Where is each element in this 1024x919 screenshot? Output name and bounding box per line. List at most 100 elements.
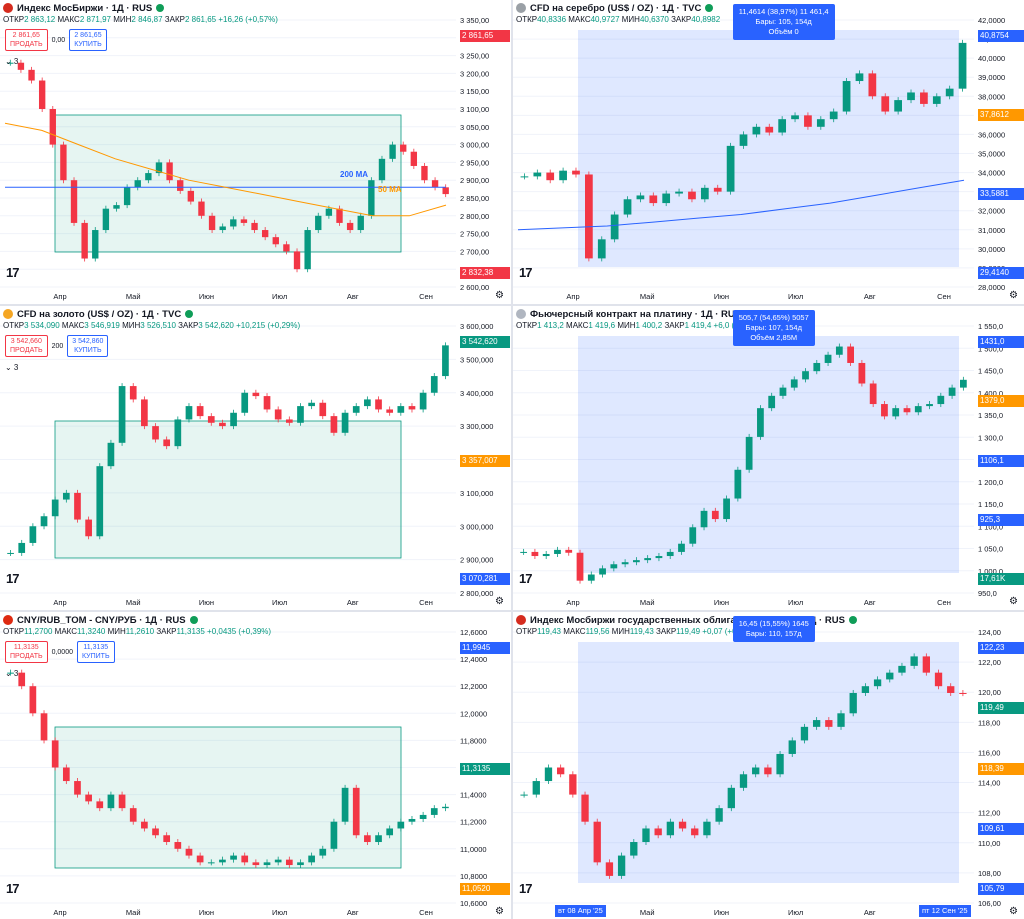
candle	[118, 794, 126, 809]
x-tick-label: Май	[126, 598, 141, 607]
settings-icon[interactable]: ⚙	[495, 596, 504, 607]
price-axis-label: 109,61	[978, 822, 1024, 835]
candle	[49, 109, 56, 145]
measure-info-line: Бары: 107, 154д	[745, 323, 802, 332]
symbol-title[interactable]: CNY/RUB_TOM - CNY/РУБ · 1Д · RUS	[17, 614, 186, 626]
candle	[408, 406, 416, 410]
y-tick-label: 1 550,0	[978, 322, 1003, 331]
chart-pane-silver[interactable]: 42,000041,000040,000039,000038,000037,00…	[513, 0, 1024, 303]
candle	[898, 665, 906, 673]
candle	[185, 406, 193, 420]
x-tick-label: Сен	[937, 292, 951, 301]
candle	[689, 527, 697, 544]
candle	[597, 239, 606, 259]
candle	[581, 794, 589, 822]
candle	[219, 859, 226, 863]
settings-icon[interactable]: ⚙	[1009, 906, 1018, 917]
sell-button[interactable]: 3 542,660 ПРОДАТЬ	[5, 335, 48, 357]
candle	[386, 828, 394, 836]
x-tick-label: Июл	[788, 292, 803, 301]
trade-panel: 3 542,660 ПРОДАТЬ 200 3 542,860 КУПИТЬ	[5, 335, 109, 357]
measure-info-line: 16,45 (15,55%) 1645	[738, 619, 809, 628]
tradingview-logo-icon[interactable]: 17	[6, 265, 20, 280]
candle	[187, 190, 195, 202]
indicators-collapse-button[interactable]: ⌄ 3	[5, 363, 19, 372]
symbol-title[interactable]: Индекс МосБиржи · 1Д · RUS	[17, 2, 153, 14]
symbol-title[interactable]: Фьючерсный контракт на платину · 1Д · RU…	[530, 308, 742, 320]
sell-button[interactable]: 11,3135 ПРОДАТЬ	[5, 641, 48, 663]
settings-icon[interactable]: ⚙	[1009, 596, 1018, 607]
chart-svg[interactable]: 1 550,0 1 500,0 1 450,0 1 400,0 1 350,0 1 300…	[513, 306, 1024, 609]
candle	[910, 656, 918, 666]
tradingview-logo-icon[interactable]: 17	[519, 881, 533, 896]
candle	[364, 399, 371, 407]
candle	[274, 859, 282, 863]
candle	[778, 119, 787, 133]
tradingview-logo-icon[interactable]: 17	[6, 571, 20, 586]
symbol-title[interactable]: Индекс Мосбиржи государственных облигаци…	[530, 614, 845, 626]
symbol-title[interactable]: CFD на золото (US$ / OZ) · 1Д · TVC	[17, 308, 182, 320]
chart-pane-platinum[interactable]: 1 550,0 1 500,0 1 450,0 1 400,0 1 350,0 1 300…	[513, 306, 1024, 609]
ma-line	[517, 179, 965, 231]
candle	[675, 191, 683, 194]
chart-svg[interactable]: 3 350,003 300,003 250,003 200,003 150,00…	[0, 0, 510, 303]
ohlc-value: 119,49	[676, 627, 703, 636]
candle	[219, 226, 226, 231]
settings-icon[interactable]: ⚙	[1009, 290, 1018, 301]
tradingview-logo-icon[interactable]: 17	[519, 571, 533, 586]
candle	[74, 781, 81, 795]
sell-button[interactable]: 2 861,65 ПРОДАТЬ	[5, 29, 48, 51]
y-tick-label: 110,00	[978, 839, 1000, 848]
candle	[569, 774, 577, 795]
candle	[713, 187, 722, 192]
indicators-collapse-button[interactable]: ⌄ 3	[5, 669, 19, 678]
y-tick-label: 2 850,00	[460, 194, 489, 203]
candle	[364, 835, 371, 843]
buy-button[interactable]: 11,3135 КУПИТЬ	[77, 641, 115, 663]
pane-divider-vertical[interactable]	[511, 0, 513, 919]
range-box[interactable]	[54, 726, 402, 869]
x-tick-label: Июн	[199, 292, 214, 301]
pane-divider-horizontal-1[interactable]	[0, 304, 1024, 306]
candle	[208, 215, 216, 231]
settings-icon[interactable]: ⚙	[495, 906, 504, 917]
candle	[263, 396, 271, 410]
candle	[959, 379, 967, 388]
price-axis-label: 1379,0	[978, 395, 1024, 408]
spread-value: 0,00	[51, 36, 66, 44]
y-tick-label: 3 150,00	[460, 87, 489, 96]
chart-svg[interactable]: 12,600012,400012,200012,000011,800011,60…	[0, 612, 510, 919]
chart-pane-imoex[interactable]: 3 350,003 300,003 250,003 200,003 150,00…	[0, 0, 510, 303]
indicators-collapse-button[interactable]: ⌄ 3	[5, 57, 19, 66]
chart-pane-rgbi[interactable]: 124,00 122,00 120,00 118,00 116,00 114,00 112,…	[513, 612, 1024, 919]
range-box[interactable]	[54, 420, 402, 559]
ohlc-value: 1 419,6	[588, 321, 618, 330]
tradingview-logo-icon[interactable]: 17	[519, 265, 533, 280]
candle	[764, 767, 772, 775]
range-box[interactable]	[54, 114, 402, 253]
symbol-title[interactable]: CFD на серебро (US$ / OZ) · 1Д · TVC	[530, 2, 702, 14]
buy-button[interactable]: 2 861,65 КУПИТЬ	[69, 29, 107, 51]
candle	[141, 399, 148, 427]
candle	[791, 115, 799, 120]
candle	[776, 753, 784, 775]
y-tick-label: 40,0000	[978, 54, 1005, 63]
settings-icon[interactable]: ⚙	[495, 290, 504, 301]
y-tick-label: 3 100,000	[460, 489, 493, 498]
y-tick-label: 3 050,00	[460, 123, 489, 132]
chart-svg[interactable]: 42,000041,000040,000039,000038,000037,00…	[513, 0, 1024, 303]
candle	[18, 542, 26, 553]
symbol-flag-icon	[3, 615, 13, 625]
pane-divider-horizontal-2[interactable]	[0, 610, 1024, 612]
chart-pane-cnyrub[interactable]: 12,600012,400012,200012,000011,800011,60…	[0, 612, 510, 919]
y-tick-label: 11,2000	[460, 818, 487, 827]
y-tick-label: 3 350,00	[460, 16, 489, 25]
buy-button[interactable]: 3 542,860 КУПИТЬ	[67, 335, 109, 357]
candle	[630, 842, 638, 856]
tradingview-logo-icon[interactable]: 17	[6, 881, 20, 896]
price-axis-label: 3 070,281	[460, 573, 510, 585]
ohlc-line: ОТКР40,8336 МАКС40,9727 МИН40,6370 ЗАКР4…	[516, 15, 720, 24]
chart-svg[interactable]: 124,00 122,00 120,00 118,00 116,00 114,00 112,…	[513, 612, 1024, 919]
